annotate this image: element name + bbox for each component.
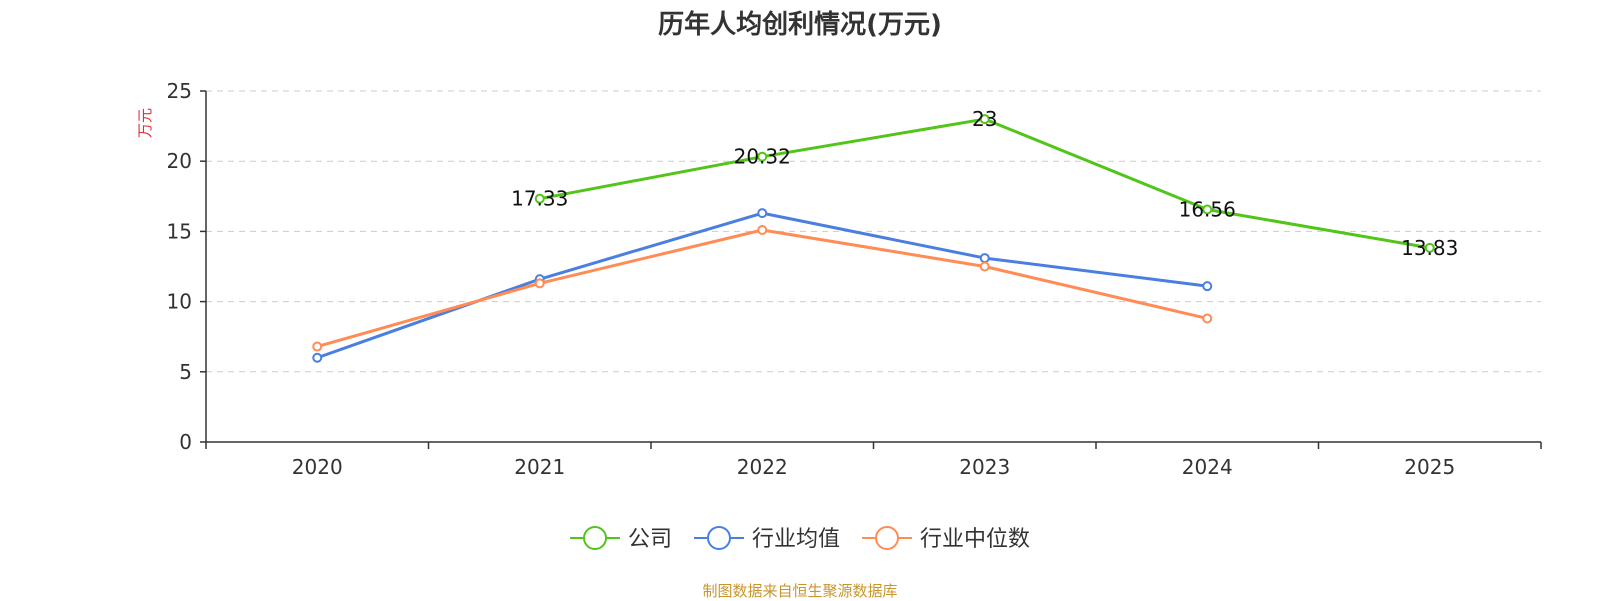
x-tick-label: 2022 [737, 455, 788, 479]
data-point [534, 278, 545, 289]
data-point [757, 224, 768, 235]
y-tick-label: 10 [167, 290, 192, 314]
data-point [757, 151, 768, 162]
data-point [979, 261, 990, 272]
data-point [1202, 313, 1213, 324]
data-point [1202, 281, 1213, 292]
y-tick-label: 25 [167, 79, 192, 103]
chart-title: 历年人均创利情况(万元) [658, 10, 942, 40]
series-line [539, 117, 1431, 250]
legend-circle-icon [583, 526, 607, 550]
data-label: 23 [972, 107, 997, 131]
legend-item: 公司 [570, 526, 672, 552]
x-tick-label: 2021 [514, 455, 565, 479]
y-tick-label: 5 [179, 360, 192, 384]
data-point [312, 352, 323, 363]
y-tick-label: 0 [179, 430, 192, 454]
data-point [534, 193, 545, 204]
legend-circle-icon [707, 526, 731, 550]
data-label: 13.83 [1401, 236, 1458, 260]
legend-item: 行业均值 [694, 526, 840, 552]
x-tick-label: 2025 [1404, 455, 1455, 479]
data-labels: 17.33 20.32 23 16.56 13.83 [511, 107, 1458, 260]
x-tick-label: 2023 [959, 455, 1010, 479]
data-point [979, 114, 990, 125]
data-label: 17.33 [511, 187, 568, 211]
series-line [316, 228, 1208, 348]
data-point [1424, 242, 1435, 253]
data-point [979, 253, 990, 264]
data-source-footer: 制图数据来自恒生聚源数据库 [702, 582, 898, 600]
legend-label: 行业中位数 [920, 527, 1030, 552]
legend: 公司 行业均值 行业中位数 [570, 526, 1030, 552]
x-tick-label: 2020 [292, 455, 343, 479]
data-label: 16.56 [1179, 197, 1236, 221]
legend-label: 公司 [628, 527, 672, 552]
data-point [757, 208, 768, 219]
legend-label: 行业均值 [752, 527, 840, 552]
y-axis-title: 万元 [136, 108, 154, 138]
y-tick-label: 20 [167, 149, 192, 173]
x-tick-label: 2024 [1182, 455, 1233, 479]
grid-lines [206, 90, 1541, 373]
legend-circle-icon [875, 526, 899, 550]
series-lines [312, 114, 1435, 363]
data-point [1202, 204, 1213, 215]
data-point [312, 341, 323, 352]
data-label: 20.32 [734, 145, 791, 169]
legend-item: 行业中位数 [862, 526, 1030, 552]
y-tick-label: 15 [167, 219, 192, 243]
